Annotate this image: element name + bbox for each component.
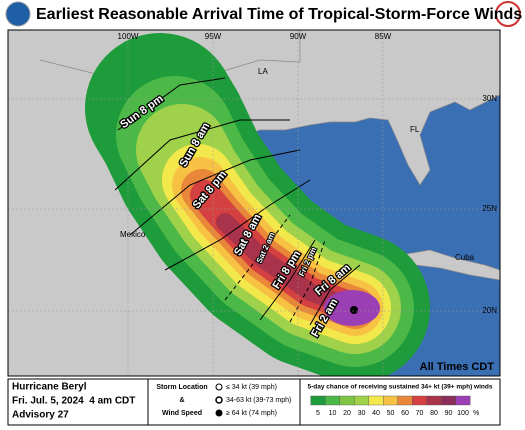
nws-logo	[495, 1, 521, 27]
title: Earliest Reasonable Arrival Time of Trop…	[36, 6, 522, 23]
key-item: ≤ 34 kt (39 mph)	[226, 384, 277, 391]
legend-swatch	[455, 395, 471, 406]
key-symbol	[215, 396, 223, 404]
advisory-number: Advisory 27	[12, 410, 69, 421]
legend-swatch	[383, 395, 398, 406]
legend-label: 20	[343, 410, 351, 417]
legend-label: 90	[445, 410, 453, 417]
legend-unit: %	[473, 410, 479, 417]
legend-label: 40	[372, 410, 380, 417]
latitude-label: 25N	[482, 204, 497, 213]
key-symbol	[215, 409, 223, 417]
isochrones	[114, 77, 361, 326]
longitude-label: 90W	[290, 32, 307, 41]
map: 100W 95W 90W 85W 30N 25N 20N LA FL Mexic…	[8, 30, 500, 376]
legend-label: 10	[329, 410, 337, 417]
key-title: Storm Location	[156, 384, 207, 391]
storm-name: Hurricane Beryl	[12, 382, 87, 393]
noaa-logo	[5, 1, 31, 27]
graticule	[8, 30, 500, 376]
legend-swatch	[368, 395, 384, 406]
legend-label: 70	[416, 410, 424, 417]
longitude-label: 100W	[118, 32, 139, 41]
key-symbol	[215, 383, 223, 391]
legend-label: 30	[358, 410, 366, 417]
advisory-date: Fri. Jul. 5, 2024 4 am CDT	[12, 396, 135, 407]
longitude-label: 85W	[375, 32, 392, 41]
map-frame	[7, 29, 501, 377]
legend-label: 60	[401, 410, 409, 417]
cuba	[399, 249, 500, 281]
storm-box	[7, 378, 149, 426]
storm-symbol	[350, 306, 358, 314]
key-item: 34-63 kt (39-73 mph)	[226, 397, 291, 404]
place-label: Mexico	[120, 230, 146, 239]
legend-swatch	[441, 395, 456, 406]
key-title: &	[179, 397, 184, 404]
legend-swatch	[310, 395, 326, 406]
legend-label: 100	[457, 410, 469, 417]
legend-swatch	[339, 395, 355, 406]
place-label: Cuba	[455, 253, 475, 262]
times-note: All Times CDT	[420, 361, 495, 373]
key-box	[147, 378, 301, 426]
place-label: LA	[258, 67, 268, 76]
place-label: FL	[410, 125, 420, 134]
legend: 5 10 20 30 40 50 60 70 80 90 100%	[310, 395, 479, 417]
legend-swatch	[325, 395, 340, 406]
longitude-label: 95W	[205, 32, 222, 41]
legend-label: 80	[430, 410, 438, 417]
legend-label: 50	[387, 410, 395, 417]
legend-swatch	[354, 395, 369, 406]
legend-swatch	[397, 395, 413, 406]
probability-field	[85, 33, 430, 376]
key-title: Wind Speed	[162, 410, 202, 417]
latitude-label: 30N	[482, 94, 497, 103]
legend-label: 5	[316, 410, 320, 417]
key-item: ≥ 64 kt (74 mph)	[226, 410, 277, 417]
legend-swatch	[426, 395, 442, 406]
legend-swatch	[412, 395, 427, 406]
latitude-label: 20N	[482, 306, 497, 315]
legend-title: 5-day chance of receiving sustained 34+ …	[308, 384, 493, 391]
